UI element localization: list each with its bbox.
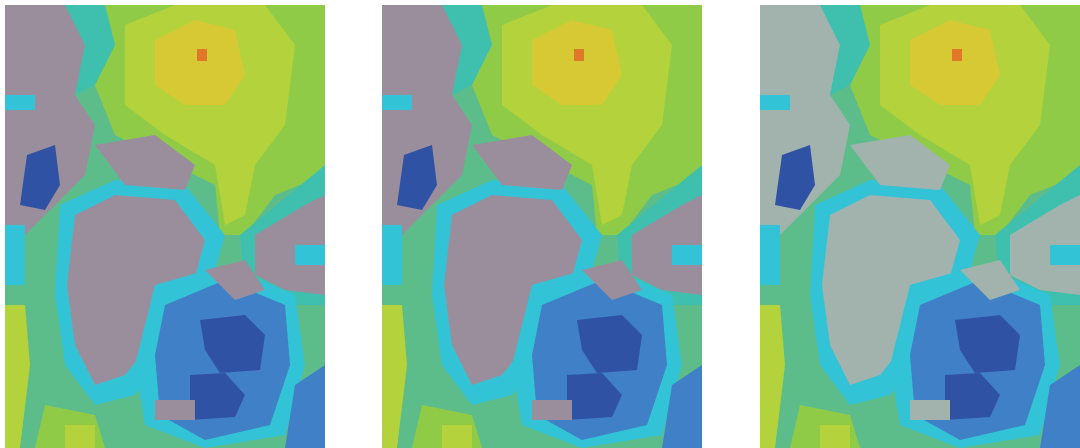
map-panel-3	[760, 5, 1080, 448]
map-panel-1	[5, 5, 325, 448]
map-panel-2	[382, 5, 702, 448]
